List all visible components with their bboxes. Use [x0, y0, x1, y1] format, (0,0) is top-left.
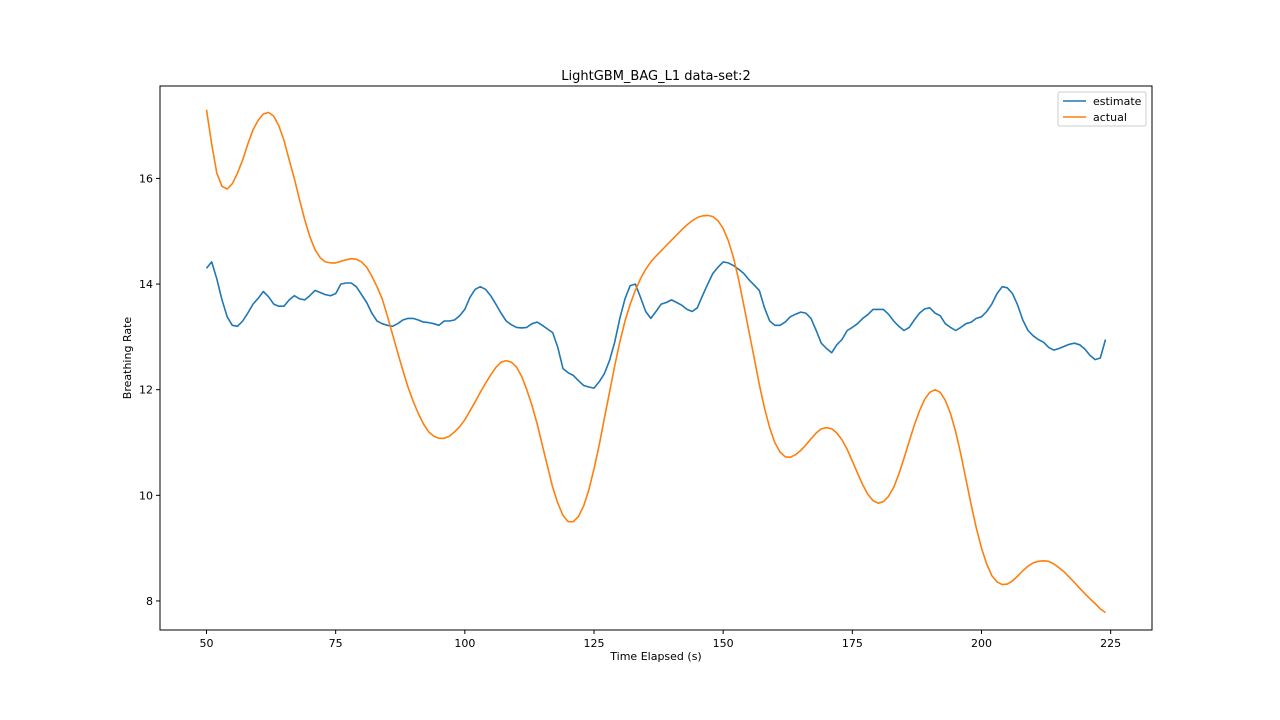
y-tick-label: 14 — [139, 278, 153, 291]
x-axis-label: Time Elapsed (s) — [609, 650, 701, 663]
y-tick-label: 10 — [139, 489, 153, 502]
plot-area — [159, 85, 1153, 631]
x-tick-label: 50 — [200, 637, 214, 650]
x-axis-ticks: 50 75 100 125 150 175 200 225 — [200, 630, 1121, 650]
axes-frame — [159, 85, 1153, 631]
y-axis-ticks: 8 10 12 14 16 — [139, 172, 160, 608]
x-tick-label: 225 — [1100, 637, 1121, 650]
series-line-estimate — [205, 261, 1107, 389]
y-axis-label: Breathing Rate — [121, 317, 134, 400]
x-tick-label: 200 — [971, 637, 992, 650]
series-lines — [205, 109, 1107, 614]
y-tick-label: 16 — [139, 172, 153, 185]
y-tick-label: 12 — [139, 384, 153, 397]
x-tick-label: 75 — [329, 637, 343, 650]
x-tick-label: 125 — [584, 637, 605, 650]
x-tick-label: 100 — [454, 637, 475, 650]
legend: estimate actual — [1057, 91, 1147, 127]
legend-label-estimate: estimate — [1093, 95, 1142, 108]
x-tick-label: 150 — [713, 637, 734, 650]
x-tick-label: 175 — [842, 637, 863, 650]
legend-label-actual: actual — [1093, 111, 1127, 124]
chart-title: LightGBM_BAG_L1 data-set:2 — [561, 69, 750, 84]
y-tick-label: 8 — [146, 595, 153, 608]
series-line-actual — [205, 109, 1106, 614]
